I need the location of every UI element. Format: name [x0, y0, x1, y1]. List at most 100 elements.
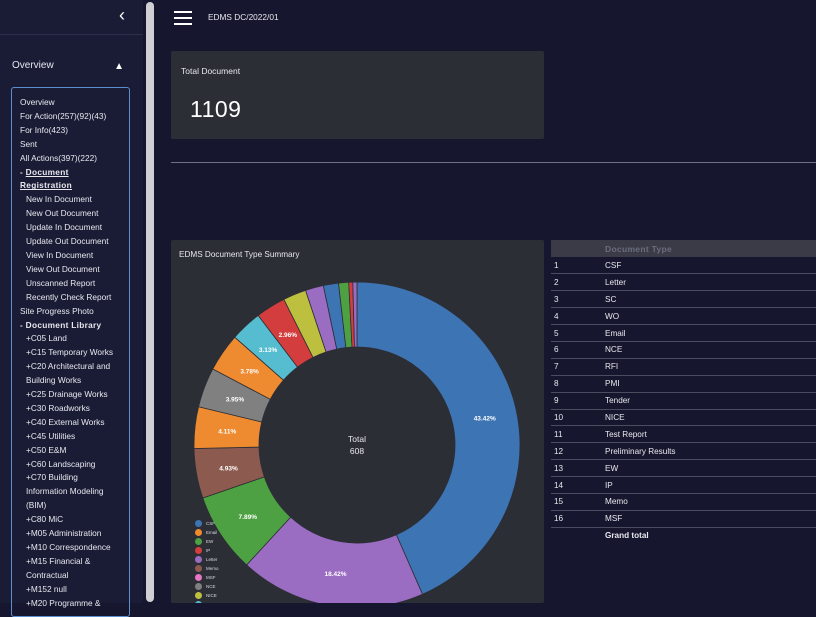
sidebar-item[interactable]: +M20 Programme & [26, 597, 101, 608]
slice-data-label: 4.11% [218, 428, 236, 435]
table-cell-num: 10 [551, 409, 605, 427]
table-row[interactable]: 6 NCE [551, 341, 816, 359]
table-row[interactable]: 12 Preliminary Results [551, 442, 816, 461]
sidebar-item[interactable]: View In Document [26, 249, 94, 260]
sidebar-item[interactable]: +C70 Building [26, 472, 78, 483]
sidebar-item[interactable]: All Actions(397)(222) [20, 152, 98, 163]
sidebar-item[interactable]: Recently Check Report [26, 291, 112, 302]
sidebar-item[interactable]: New In Document [26, 194, 92, 205]
table-row[interactable]: 5 Email [551, 324, 816, 342]
sidebar: ‹ Overview ▲ Overview For Action(257)(92)… [0, 0, 143, 617]
slice-data-label: 3.95% [226, 396, 245, 403]
caret-up-icon[interactable]: ▲ [114, 61, 124, 72]
sidebar-item[interactable]: - Document [20, 166, 69, 177]
sidebar-item[interactable]: Contractual [26, 569, 69, 580]
table-cell-document-type: PMI [605, 375, 816, 393]
sidebar-item[interactable]: +C25 Drainage Works [26, 389, 108, 400]
sidebar-item[interactable]: +C20 Architectural and [26, 361, 111, 372]
table-row[interactable]: 13 EW [551, 459, 816, 478]
legend-label: CSF [206, 521, 215, 526]
table-row[interactable]: 11 Test Report [551, 425, 816, 444]
page-title: EDMS DC/2022/01 [208, 12, 279, 22]
sidebar-item[interactable]: +C05 Land [26, 333, 67, 344]
table-row[interactable]: 16 MSF [551, 510, 816, 528]
overview-header[interactable]: Overview ▲ [12, 60, 132, 76]
table-cell-document-type: MSF [605, 510, 816, 528]
table-row[interactable]: 1 CSF [551, 257, 816, 275]
legend-item[interactable]: NICE [195, 591, 219, 600]
table-cell-document-type: Memo [605, 493, 816, 511]
table-row[interactable]: 9 Tender [551, 392, 816, 410]
sidebar-item[interactable]: +M10 Correspondence [26, 542, 111, 552]
sidebar-item[interactable]: +C80 MiC [26, 514, 64, 525]
table-cell-num: 16 [551, 510, 605, 528]
table-row[interactable]: 2 Letter [551, 273, 816, 292]
table-header-document-type[interactable]: Document Type [605, 240, 816, 257]
legend-swatch [195, 583, 202, 590]
legend-item[interactable]: IP [195, 546, 219, 555]
legend-label: EW [206, 539, 214, 544]
sidebar-item[interactable]: +M05 Administration [26, 528, 102, 539]
hamburger-menu-icon[interactable] [174, 11, 192, 25]
table-row[interactable]: 10 NICE [551, 409, 816, 427]
sidebar-item[interactable]: Registration [20, 180, 73, 191]
sidebar-item[interactable]: Unscanned Report [26, 277, 96, 288]
table-cell-document-type: Test Report [605, 425, 816, 444]
legend-swatch [195, 556, 202, 563]
table-cell-document-type: IP [605, 476, 816, 494]
donut-chart: 43.42% 18.42% 7.89% 4.93% 4.11% 3.95% 3.78% 3.1… [193, 281, 521, 603]
sidebar-item[interactable]: New Out Document [26, 208, 99, 219]
sidebar-item[interactable]: Overview [20, 97, 55, 107]
legend-swatch [195, 592, 202, 599]
sidebar-item[interactable]: For Action(257)(92)(43) [20, 110, 107, 121]
sidebar-item[interactable]: Update In Document [26, 222, 103, 233]
sidebar-divider [0, 34, 143, 35]
table-row[interactable]: 3 SC [551, 290, 816, 309]
table-row[interactable]: 4 WO [551, 307, 816, 326]
sidebar-item[interactable]: +M152 null [26, 583, 67, 594]
sidebar-item[interactable]: +C15 Temporary Works [26, 347, 114, 358]
sidebar-item[interactable]: Information Modeling [26, 486, 104, 497]
legend-item[interactable]: Email [195, 528, 219, 537]
table-row[interactable]: 14 IP [551, 476, 816, 494]
sidebar-item[interactable]: For Info(423) [20, 124, 68, 135]
legend-item[interactable]: EW [195, 537, 219, 546]
table-cell-document-type: Email [605, 324, 816, 342]
slice-data-label: 7.89% [239, 514, 258, 521]
table-row[interactable]: 8 PMI [551, 375, 816, 393]
table-row[interactable]: 15 Memo [551, 493, 816, 511]
sidebar-menu: Overview For Action(257)(92)(43) For Info(… [11, 87, 130, 617]
sidebar-item[interactable]: View Out Document [26, 263, 100, 274]
sidebar-item[interactable]: +C60 Landscaping [26, 458, 96, 469]
sidebar-item[interactable]: +C45 Utilities [26, 430, 76, 441]
sidebar-item[interactable]: +C50 E&M [26, 444, 67, 455]
legend-item[interactable]: Letter [195, 555, 219, 564]
table-cell-num: 12 [551, 442, 605, 461]
sidebar-item[interactable]: Site Progress Photo [20, 305, 94, 316]
sidebar-item[interactable]: +C30 Roadworks [26, 402, 90, 413]
slice-data-label: 43.42% [474, 416, 496, 423]
sidebar-item[interactable]: - Document Library [20, 319, 102, 330]
table-cell-num: 14 [551, 476, 605, 494]
sidebar-item[interactable]: (BIM) [26, 500, 47, 511]
sidebar-item[interactable]: +C40 External Works [26, 416, 105, 427]
sidebar-item[interactable]: Update Out Document [26, 236, 109, 247]
table-total-row: Grand total [551, 527, 816, 544]
table-cell-num: 6 [551, 341, 605, 359]
scrollbar-thumb[interactable] [146, 2, 154, 602]
legend-swatch [195, 538, 202, 545]
sidebar-item[interactable]: +M15 Financial & [26, 555, 91, 566]
legend-label: Email [206, 530, 218, 535]
donut-center-value: 608 [350, 446, 364, 456]
legend-item[interactable]: CSF [195, 519, 219, 528]
sidebar-item[interactable]: Building Works [26, 375, 82, 386]
sidebar-item[interactable]: Sent [20, 138, 38, 149]
chevron-left-icon[interactable]: ‹ [119, 5, 125, 25]
table-header-num [551, 240, 605, 257]
legend-item[interactable]: NCE [195, 582, 219, 591]
legend-item[interactable]: Memo [195, 564, 219, 573]
divider [171, 162, 816, 163]
table-cell-num: 1 [551, 257, 605, 275]
legend-item[interactable]: MSF [195, 573, 219, 582]
table-row[interactable]: 7 RFI [551, 358, 816, 376]
